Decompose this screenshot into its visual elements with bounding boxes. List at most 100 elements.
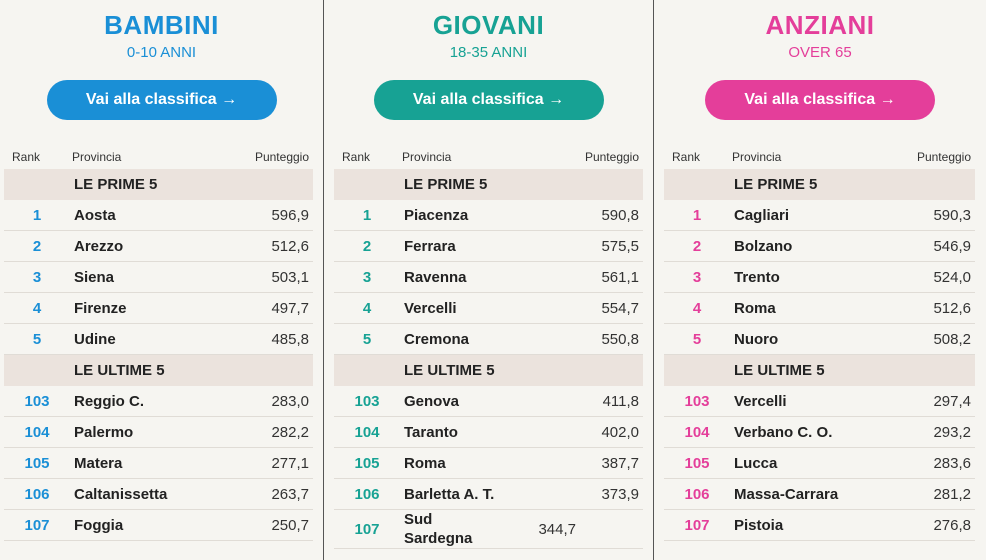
table-row: 107 Foggia 250,7 (4, 510, 313, 541)
rank-cell: 104 (684, 423, 710, 441)
bottom-rows: 103 Reggio C. 283,0 104 Palermo 282,2 105 Mater… (4, 386, 313, 541)
province-cell: Genova (404, 392, 460, 410)
score-cell: 283,0 (271, 392, 309, 410)
score-cell: 283,6 (933, 454, 971, 472)
table-row: 103 Reggio C. 283,0 (4, 386, 313, 417)
score-cell: 512,6 (271, 237, 309, 255)
header-province: Provincia (732, 150, 782, 164)
rank-cell: 3 (362, 268, 372, 286)
table-row: 2 Arezzo 512,6 (4, 231, 313, 262)
ranking-table: Rank Provincia Punteggio LE PRIME 5 1 Cag… (664, 145, 975, 541)
table-row: 4 Roma 512,6 (664, 293, 975, 324)
province-cell: Matera (74, 454, 123, 472)
table-row: 105 Matera 277,1 (4, 448, 313, 479)
rank-cell: 1 (692, 206, 702, 224)
score-cell: 282,2 (271, 423, 309, 441)
table-row: 103 Vercelli 297,4 (664, 386, 975, 417)
table-row: 104 Taranto 402,0 (334, 417, 643, 448)
rank-cell: 107 (684, 516, 710, 534)
table-row: 2 Ferrara 575,5 (334, 231, 643, 262)
score-cell: 373,9 (601, 485, 639, 503)
header-rank: Rank (12, 150, 41, 164)
rank-cell: 107 (24, 516, 50, 534)
province-cell: Verbano C. O. (734, 423, 833, 441)
province-cell: Cremona (404, 330, 470, 348)
table-row: 5 Nuoro 508,2 (664, 324, 975, 355)
province-cell: Pistoia (734, 516, 784, 534)
header-score: Punteggio (254, 150, 309, 164)
panel-title: GIOVANI (432, 10, 545, 40)
section-bottom-label: LE ULTIME 5 (334, 355, 643, 386)
panel-anziani: ANZIANI OVER 65 Vai alla classifica → Ra… (654, 0, 986, 560)
province-cell: Arezzo (74, 237, 124, 255)
rank-cell: 103 (24, 392, 50, 410)
table-row: 106 Barletta A. T. 373,9 (334, 479, 643, 510)
table-row: 105 Roma 387,7 (334, 448, 643, 479)
score-cell: 554,7 (601, 299, 639, 317)
province-cell: Piacenza (404, 206, 469, 224)
go-to-ranking-button[interactable]: Vai alla classifica → (705, 80, 935, 120)
table-row: 3 Ravenna 561,1 (334, 262, 643, 293)
table-row: 107 Pistoia 276,8 (664, 510, 975, 541)
rank-cell: 5 (32, 330, 42, 348)
rank-cell: 103 (684, 392, 710, 410)
rank-cell: 5 (692, 330, 702, 348)
score-cell: 596,9 (271, 206, 309, 224)
province-cell: Lucca (734, 454, 778, 472)
score-cell: 402,0 (601, 423, 639, 441)
go-to-ranking-button[interactable]: Vai alla classifica → (373, 80, 604, 120)
ranking-table: Rank Provincia Punteggio LE PRIME 5 1 Pia… (334, 145, 643, 549)
rank-cell: 105 (354, 454, 380, 472)
panel-title: ANZIANI (765, 10, 875, 40)
score-cell: 485,8 (271, 330, 309, 348)
header-rank: Rank (342, 150, 371, 164)
section-bottom-label: LE ULTIME 5 (664, 355, 975, 386)
table-row: 1 Aosta 596,9 (4, 200, 313, 231)
score-cell: 512,6 (933, 299, 971, 317)
table-header: Rank Provincia Punteggio (334, 145, 643, 169)
header-province: Provincia (72, 150, 122, 164)
province-cell: Caltanissetta (74, 485, 168, 503)
panel-subtitle: 0-10 ANNI (126, 44, 197, 61)
score-cell: 590,3 (933, 206, 971, 224)
rank-cell: 104 (354, 423, 380, 441)
rank-cell: 105 (684, 454, 710, 472)
table-row: 5 Cremona 550,8 (334, 324, 643, 355)
province-cell: Massa-Carrara (734, 485, 839, 503)
province-cell: Firenze (74, 299, 127, 317)
province-cell: Nuoro (734, 330, 779, 348)
panel-subtitle: OVER 65 (788, 44, 852, 61)
rank-cell: 103 (354, 392, 380, 410)
panel-giovani: GIOVANI 18-35 ANNI Vai alla classifica →… (323, 0, 654, 560)
table-row: 1 Cagliari 590,3 (664, 200, 975, 231)
top-rows: 1 Aosta 596,9 2 Arezzo 512,6 3 Siena 503,1 4 Firen… (4, 200, 313, 355)
province-cell: Roma (404, 454, 446, 472)
top-rows: 1 Cagliari 590,3 2 Bolzano 546,9 3 Trento 524,0 4… (664, 200, 975, 355)
score-cell: 575,5 (601, 237, 639, 255)
province-cell: Reggio C. (74, 392, 144, 410)
province-cell: Cagliari (734, 206, 790, 224)
province-cell: Udine (74, 330, 116, 348)
bottom-rows: 103 Vercelli 297,4 104 Verbano C. O. 293,2 105… (664, 386, 975, 541)
rank-cell: 106 (684, 485, 710, 503)
score-cell: 344,7 (538, 520, 576, 538)
go-to-ranking-button[interactable]: Vai alla classifica → (46, 80, 277, 120)
rank-cell: 1 (362, 206, 372, 224)
score-cell: 497,7 (271, 299, 309, 317)
province-cell: Ferrara (404, 237, 456, 255)
rank-cell: 5 (362, 330, 372, 348)
header-rank: Rank (672, 150, 701, 164)
score-cell: 590,8 (601, 206, 639, 224)
table-row: 3 Trento 524,0 (664, 262, 975, 293)
province-cell: Taranto (404, 423, 458, 441)
panel-subtitle: 18-35 ANNI (449, 44, 528, 61)
rank-cell: 107 (354, 520, 380, 538)
province-cell: Vercelli (404, 299, 457, 317)
province-cell: Vercelli (734, 392, 787, 410)
score-cell: 550,8 (601, 330, 639, 348)
table-row: 103 Genova 411,8 (334, 386, 643, 417)
table-row: 105 Lucca 283,6 (664, 448, 975, 479)
rank-cell: 106 (354, 485, 380, 503)
score-cell: 277,1 (271, 454, 309, 472)
table-row: 104 Palermo 282,2 (4, 417, 313, 448)
